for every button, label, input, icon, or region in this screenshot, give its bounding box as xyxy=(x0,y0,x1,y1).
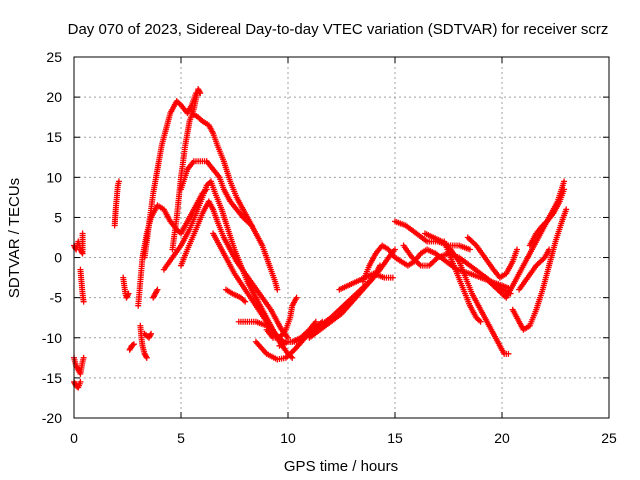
y-tick-label: 20 xyxy=(46,89,62,105)
series-arc-f xyxy=(120,274,132,301)
data-point xyxy=(143,354,150,361)
data-point xyxy=(79,230,86,237)
series-arc-u xyxy=(263,294,300,341)
series-arc-x xyxy=(306,262,384,341)
data-point xyxy=(148,330,155,337)
y-tick-label: 15 xyxy=(46,129,62,145)
data-point xyxy=(115,178,122,185)
series-arc-ac xyxy=(421,230,512,357)
x-tick-label: 15 xyxy=(387,430,403,446)
series-arc-o xyxy=(178,158,255,229)
data-point xyxy=(289,354,296,361)
data-point xyxy=(124,291,131,298)
data-point xyxy=(477,318,484,325)
data-point xyxy=(125,290,132,297)
data-point xyxy=(78,249,85,256)
data-point xyxy=(80,354,87,361)
series-arc-j xyxy=(150,286,161,301)
y-tick-label: 0 xyxy=(54,250,62,266)
x-tick-label: 0 xyxy=(70,430,78,446)
data-point xyxy=(147,332,154,339)
data-point xyxy=(274,286,281,293)
series-arc-e xyxy=(111,178,122,229)
plot-frame xyxy=(73,56,610,419)
data-point xyxy=(242,298,249,305)
series-arc-y xyxy=(336,270,396,293)
y-tick-label: 10 xyxy=(46,169,62,185)
series-arc-ai xyxy=(516,246,553,293)
data-point xyxy=(377,262,384,269)
data-point xyxy=(154,286,161,293)
series-arc-q xyxy=(160,178,296,361)
data-point xyxy=(80,298,87,305)
data-point xyxy=(563,206,570,213)
data-point xyxy=(293,294,300,301)
data-point xyxy=(248,222,255,229)
data-point xyxy=(143,353,150,360)
y-tick-label: 5 xyxy=(54,209,62,225)
y-tick-label: -20 xyxy=(42,410,62,426)
y-tick-label: -15 xyxy=(42,370,62,386)
axis-ticks xyxy=(73,56,610,419)
series-arc-d xyxy=(71,378,84,391)
chart-title: Day 070 of 2023, Sidereal Day-to-day VTE… xyxy=(68,21,609,38)
data-point xyxy=(197,90,204,97)
series-arc-c xyxy=(71,354,87,377)
data-point xyxy=(392,246,398,253)
data-point xyxy=(129,341,136,348)
series-arc-ah xyxy=(526,186,568,249)
x-tick-label: 25 xyxy=(601,430,617,446)
x-tick-label: 20 xyxy=(494,430,510,446)
y-axis-label: SDTVAR / TECUs xyxy=(6,178,23,298)
y-tick-labels: -20 -15 -10 -5 0 5 10 15 20 25 xyxy=(42,49,62,426)
data-point xyxy=(312,318,319,325)
data-point xyxy=(505,350,512,357)
series-arc-s xyxy=(222,286,249,305)
series-arc-b xyxy=(77,266,87,305)
x-tick-label: 5 xyxy=(177,430,185,446)
data-point xyxy=(561,178,568,185)
y-tick-label: 25 xyxy=(46,49,62,65)
series-arc-h xyxy=(137,322,150,361)
series-arc-a xyxy=(71,230,86,257)
series-arc-p xyxy=(178,198,291,341)
data-point xyxy=(77,378,84,385)
series-arc-ag xyxy=(509,206,570,333)
data-point xyxy=(546,246,553,253)
grid xyxy=(74,57,609,418)
series-arc-ab xyxy=(400,242,514,297)
data-point xyxy=(196,88,203,95)
data-point xyxy=(466,246,473,253)
y-tick-label: -10 xyxy=(42,330,62,346)
plot-marks xyxy=(71,86,570,391)
data-point xyxy=(153,287,160,294)
x-tick-label: 10 xyxy=(280,430,296,446)
series-arc-g xyxy=(126,341,137,353)
y-tick-label: -5 xyxy=(50,290,63,306)
data-point xyxy=(513,246,520,253)
series-arc-i xyxy=(141,330,155,341)
series-arc-ad xyxy=(441,238,484,325)
data-point xyxy=(561,186,568,193)
series-arc-af xyxy=(464,234,520,281)
x-tick-labels: 0 5 10 15 20 25 xyxy=(70,430,617,446)
x-axis-label: GPS time / hours xyxy=(284,458,398,475)
data-point xyxy=(130,341,137,348)
data-point xyxy=(389,274,396,281)
series-arc-t xyxy=(235,318,277,333)
series-arc-l xyxy=(141,90,199,261)
data-point xyxy=(270,326,277,333)
